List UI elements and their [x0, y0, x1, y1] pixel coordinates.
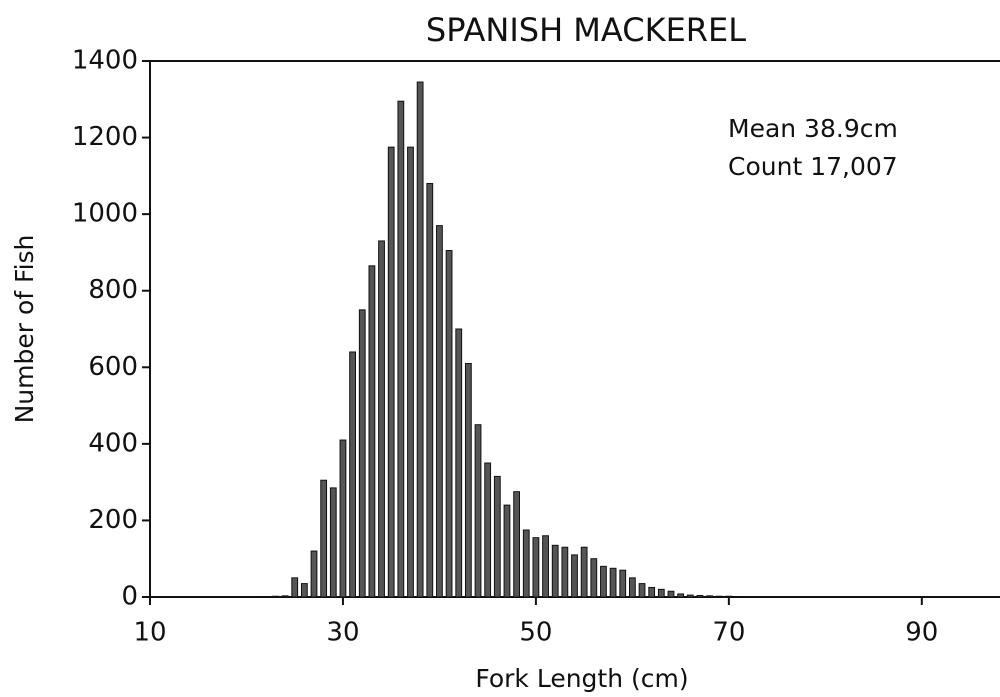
bar — [580, 546, 588, 598]
chart-title: SPANISH MACKEREL — [426, 11, 746, 49]
bar — [600, 565, 607, 598]
x-tick-label: 50 — [519, 618, 552, 648]
bar — [358, 309, 366, 598]
bar — [619, 569, 627, 598]
bar — [696, 594, 704, 598]
bar — [329, 487, 337, 598]
bar — [503, 504, 511, 598]
bar — [407, 146, 414, 598]
x-tick-label: 30 — [326, 618, 359, 648]
bar — [686, 594, 694, 598]
y-tick-label: 1400 — [72, 46, 138, 76]
annotation: Count 17,007 — [728, 152, 898, 181]
bar — [378, 240, 385, 598]
bar — [590, 558, 598, 598]
bar — [387, 146, 395, 598]
bar — [339, 439, 347, 598]
bar — [561, 546, 569, 598]
bar — [571, 554, 578, 598]
bar — [551, 544, 559, 598]
bar — [706, 595, 713, 598]
y-tick-label: 1200 — [72, 122, 138, 152]
y-axis-label: Number of Fish — [10, 235, 39, 424]
x-axis-label: Fork Length (cm) — [475, 664, 688, 693]
bar — [281, 595, 289, 598]
bar — [455, 328, 463, 598]
x-tick-label: 10 — [133, 618, 166, 648]
bar — [310, 550, 318, 598]
bar — [464, 362, 472, 598]
bar — [725, 595, 733, 598]
bar — [445, 250, 453, 598]
bar — [677, 593, 685, 598]
x-tick-label: 90 — [905, 618, 938, 648]
bar — [648, 586, 656, 598]
bar — [493, 475, 501, 598]
x-tick-label: 70 — [712, 618, 745, 648]
bar — [426, 183, 434, 598]
bar — [300, 583, 308, 598]
bar — [349, 351, 356, 598]
bar — [436, 225, 443, 598]
annotation: Mean 38.9cm — [728, 114, 898, 143]
bar — [667, 590, 675, 598]
bar — [474, 424, 482, 598]
y-tick-label: 600 — [88, 352, 138, 382]
bar — [532, 537, 540, 598]
bar — [368, 265, 376, 598]
y-tick-label: 400 — [88, 428, 138, 458]
bar — [609, 567, 617, 598]
y-tick-label: 200 — [88, 505, 138, 535]
y-tick-label: 0 — [121, 582, 138, 612]
bar — [484, 462, 492, 598]
bar — [320, 479, 328, 598]
bar — [628, 577, 636, 598]
bar — [513, 491, 521, 598]
bar — [272, 595, 279, 598]
bar — [715, 595, 723, 598]
bar — [542, 535, 549, 598]
bar — [291, 577, 299, 598]
y-tick-label: 800 — [88, 275, 138, 305]
bar — [397, 100, 405, 598]
y-tick-label: 1000 — [72, 199, 138, 229]
bar — [416, 81, 424, 598]
bar — [657, 588, 665, 598]
bar — [638, 583, 646, 598]
bar — [522, 529, 530, 598]
